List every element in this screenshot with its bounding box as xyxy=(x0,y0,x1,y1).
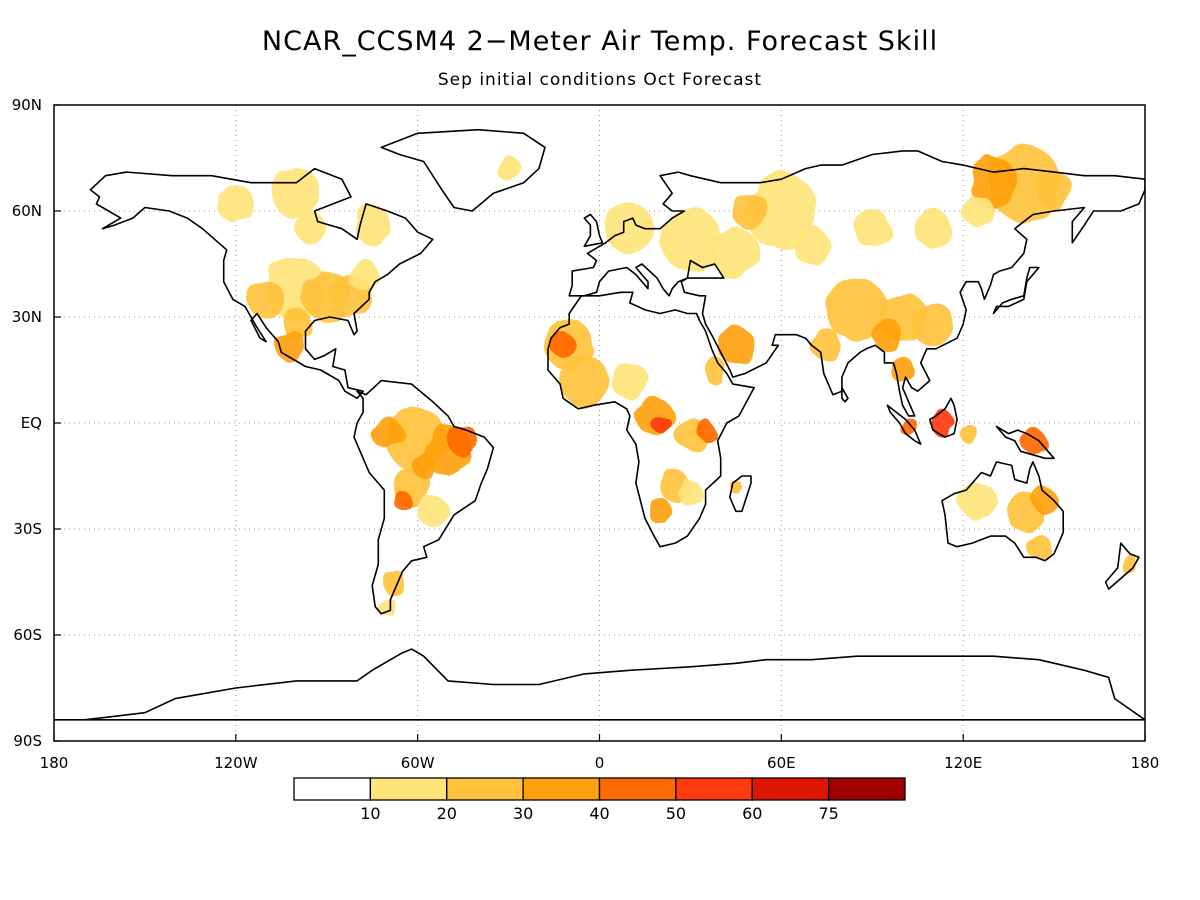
skill-patch xyxy=(960,424,979,444)
skill-patch xyxy=(890,357,915,383)
longitude-axis: 180 120W 60W 0 60E 120E 180 xyxy=(40,734,1160,772)
skill-patch xyxy=(247,280,285,319)
skill-patch xyxy=(347,258,379,291)
latitude-tick-label: 60S xyxy=(13,626,42,644)
skill-patch xyxy=(381,569,406,595)
skill-patch xyxy=(960,481,997,520)
longitude-tick-label: 180 xyxy=(40,754,69,772)
latitude-tick-label: EQ xyxy=(21,414,42,432)
map-title: NCAR_CCSM4 2−Meter Air Temp. Forecast Sk… xyxy=(261,26,939,57)
coastline-madagascar xyxy=(729,475,752,513)
colorbar-swatch xyxy=(369,777,448,801)
colorbar-label: 20 xyxy=(437,804,457,823)
skill-patch xyxy=(1026,533,1052,560)
colorbar-label: 50 xyxy=(666,804,686,823)
skill-patch xyxy=(551,332,576,358)
skill-patch xyxy=(447,424,479,457)
skill-patch xyxy=(372,417,403,450)
longitude-tick-label: 60W xyxy=(401,754,435,772)
skill-patch xyxy=(1120,554,1139,574)
skill-patch xyxy=(660,207,721,272)
skill-patch xyxy=(417,495,448,528)
colorbar-label: 30 xyxy=(513,804,533,823)
latitude-tick-label: 30S xyxy=(13,520,42,538)
coastlines xyxy=(54,128,1145,721)
skill-patch xyxy=(711,227,761,279)
skill-patch xyxy=(378,597,397,617)
map-subtitle: Sep initial conditions Oct Forecast xyxy=(437,70,763,90)
skill-patch xyxy=(872,318,903,351)
coastline-antarctica xyxy=(54,648,1145,721)
colorbar-swatch xyxy=(446,777,524,801)
latitude-tick-label: 90N xyxy=(12,96,42,114)
coastline-japan xyxy=(992,266,1040,315)
skill-patch xyxy=(272,167,321,219)
skill-patch xyxy=(393,491,412,511)
coastline-new-guinea xyxy=(995,425,1055,460)
colorbar-swatch xyxy=(293,777,372,801)
skill-patch xyxy=(793,227,830,266)
skill-patch xyxy=(678,480,703,507)
latitude-tick-label: 30N xyxy=(12,308,42,326)
skill-patch xyxy=(411,452,436,479)
coastline-sri-lanka xyxy=(841,386,849,403)
coastline-greenland xyxy=(380,128,546,212)
colorbar: 10 20 30 40 50 60 75 xyxy=(293,777,906,823)
coastline-sumatra xyxy=(886,404,922,445)
skill-patch xyxy=(651,413,670,433)
skill-patch xyxy=(963,195,994,227)
longitude-tick-label: 180 xyxy=(1131,754,1160,772)
skill-patch xyxy=(1020,427,1045,454)
skill-patch xyxy=(605,203,655,255)
skill-patch xyxy=(854,209,891,248)
latitude-tick-label: 60N xyxy=(12,202,42,220)
skill-patch xyxy=(702,357,727,383)
skill-patch xyxy=(914,209,952,248)
skill-patch xyxy=(296,212,327,245)
longitude-tick-label: 0 xyxy=(595,754,605,772)
colorbar-swatch xyxy=(827,777,906,801)
skill-patch xyxy=(929,410,955,436)
colorbar-swatch xyxy=(522,777,601,801)
skill-patch xyxy=(696,420,715,440)
skill-patch xyxy=(1005,492,1042,531)
coastline-new-zealand xyxy=(1104,542,1140,590)
colorbar-swatch xyxy=(598,777,677,801)
coastline-eurasia xyxy=(568,150,1145,417)
latitude-tick-label: 90S xyxy=(13,732,42,750)
colorbar-label: 10 xyxy=(360,804,380,823)
colorbar-label: 40 xyxy=(589,804,609,823)
skill-patch xyxy=(611,361,648,400)
coastline-borneo xyxy=(929,397,958,438)
colorbar-label: 75 xyxy=(818,804,838,823)
skill-patch xyxy=(1032,488,1058,514)
skill-patch xyxy=(217,184,255,224)
coastline-british-isles xyxy=(583,213,604,248)
coastline-south-america xyxy=(353,379,495,615)
coastline-north-america xyxy=(89,167,434,400)
skill-patch xyxy=(717,326,755,365)
skill-patch xyxy=(826,278,888,342)
skill-patch xyxy=(732,191,770,231)
colorbar-swatch xyxy=(675,777,753,801)
coastline-australia xyxy=(941,461,1064,562)
colorbar-label: 60 xyxy=(742,804,762,823)
skill-patch xyxy=(744,172,818,250)
longitude-tick-label: 120E xyxy=(944,754,982,772)
skill-shading xyxy=(217,144,1139,617)
longitude-tick-label: 120W xyxy=(214,754,258,772)
skill-patch xyxy=(496,155,521,182)
skill-patch xyxy=(811,329,842,362)
latitude-axis: 90N 60N 30N EQ 30S 60S 90S xyxy=(12,96,61,750)
skill-patch xyxy=(1035,170,1073,209)
coastline-africa xyxy=(547,291,755,548)
colorbar-swatch xyxy=(751,777,830,801)
skill-patch xyxy=(911,301,955,347)
longitude-tick-label: 60E xyxy=(767,754,796,772)
skill-patch xyxy=(647,498,673,525)
skill-patch xyxy=(560,355,609,407)
